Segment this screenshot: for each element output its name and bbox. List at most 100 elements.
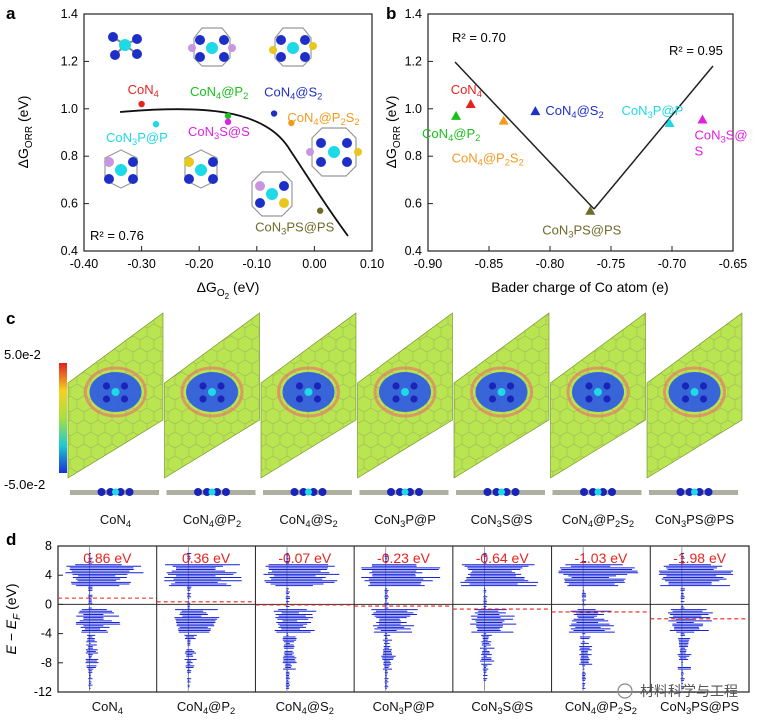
ytick-label: 1.0 [405, 102, 422, 116]
xtick-label: -0.10 [243, 257, 272, 271]
band-shift-value: 0.36 eV [182, 550, 231, 566]
data-point-con4 [465, 99, 476, 109]
point-label-con4-p2: CoN4@P2 [422, 126, 480, 143]
xtick-label: 0.00 [302, 257, 326, 271]
ytick-label: 0.8 [405, 149, 422, 163]
watermark: 材料科学与工程 [617, 683, 738, 700]
panel-c-scale-min: -5.0e-2 [4, 477, 45, 492]
xtick-label: -0.75 [597, 257, 626, 271]
ytick-label: 0.6 [405, 197, 422, 211]
molecule-icon-con4-p2s2 [306, 127, 362, 177]
panel-c-structure-labels: CoN4 CoN4@P2 CoN4@S2 CoN3P@P CoN3S@S CoN4@P2S… [100, 512, 734, 529]
panel-b-plot: -0.90 -0.85 -0.80 -0.75 -0.70 -0.65 0.4 0.6 0.8… [383, 7, 748, 295]
ytick-label: 1.4 [405, 7, 422, 21]
charge-map-con4 [67, 312, 164, 496]
panel-b-fit-right [593, 65, 714, 210]
ytick-label: 0.6 [61, 197, 78, 211]
point-label-con3s-s: CoN3S@ [695, 127, 748, 144]
point-label-con3ps-ps: CoN3PS@PS [255, 220, 334, 237]
panel-b-fit-left [454, 61, 595, 210]
structure-label-con4-p2s2: CoN4@P2S2 [562, 512, 634, 529]
panel-a-points: CoN4 CoN4@P2 CoN4@S2 CoN4@P2S2 CoN3P@P CoN3S@… [106, 82, 360, 237]
charge-map-con3ps-ps [646, 312, 743, 496]
charge-map-con4-p2s2 [550, 312, 646, 496]
panel-b-points: CoN4 CoN4@P2 CoN4@P2S2 CoN4@S2 CoN3PS@PS CoN3… [422, 82, 748, 240]
dos-label-con3p-p: CoN3P@P [373, 699, 435, 716]
data-point-con4-s2 [270, 110, 278, 117]
ytick-label: -12 [34, 685, 52, 699]
panel-c-charge-maps: 5.0e-2 -5.0e-2 CoN4 CoN4@P2 CoN4@S2 CoN3P@P… [4, 312, 743, 529]
ytick-label: 0.4 [405, 244, 422, 258]
charge-map-con3s-s [453, 312, 550, 496]
xtick-label: -0.30 [127, 257, 156, 271]
ytick-label: 0 [45, 597, 52, 611]
dos-label-con4: CoN4 [92, 699, 123, 716]
molecule-icon-con4-s2 [269, 27, 317, 67]
panel-b-ylabel: ΔGORR (eV) [383, 96, 403, 169]
molecule-icon-con3ps-ps [251, 171, 293, 217]
dos-label-con3ps-ps: CoN3PS@PS [660, 699, 739, 716]
point-label-con3p-p: CoN3P@P [106, 130, 168, 147]
molecule-icon-con4 [108, 32, 142, 60]
panel-b-xticks: -0.90 -0.85 -0.80 -0.75 -0.70 -0.65 [414, 246, 748, 271]
ytick-label: -4 [41, 627, 52, 641]
panel-label-c: c [6, 309, 15, 328]
dos-column-con3s-s: -0.64 eV [452, 546, 552, 692]
panel-b-yticks: 0.4 0.6 0.8 1.0 1.2 1.4 [405, 7, 433, 258]
panel-a-r2: R² = 0.76 [90, 228, 144, 243]
point-label-con4: CoN4 [128, 82, 159, 99]
data-point-con4 [138, 100, 145, 108]
ytick-label: 0.4 [61, 244, 78, 258]
watermark-text: 材料科学与工程 [640, 684, 738, 700]
data-point-con3p-p [664, 118, 675, 128]
charge-map-con4-s2 [260, 312, 357, 496]
panel-a-xlabel: ΔGO2 (eV) [197, 279, 260, 301]
panel-b-r2-left: R² = 0.70 [452, 30, 506, 45]
dos-column-con4: 0.86 eV [58, 546, 157, 692]
point-label-con4-s2: CoN4@S2 [545, 103, 603, 120]
ytick-label: 1.2 [61, 54, 78, 68]
dos-column-con3p-p: -0.23 eV [353, 546, 453, 692]
dos-column-con3ps-ps: -1.98 eV [649, 546, 749, 692]
panel-c-colorbar [59, 363, 67, 473]
xtick-label: -0.85 [475, 257, 504, 271]
panel-b-axes-frame [427, 13, 734, 252]
band-shift-value: -0.64 eV [476, 550, 530, 566]
panel-d-dos: 8 4 0 -4 -8 -12 E − EF (eV) 0.86 eV 0.36 eV -0.… [3, 539, 750, 716]
charge-map-con3p-p [357, 312, 453, 496]
data-point-con3ps-ps [585, 205, 596, 215]
panel-d-yticks: 8 4 0 -4 -8 -12 [34, 539, 749, 699]
data-point-con4-s2 [530, 106, 541, 116]
structure-label-con4-s2: CoN4@S2 [279, 512, 337, 529]
watermark-logo-icon [617, 683, 633, 699]
structure-label-con4-p2: CoN4@P2 [183, 512, 241, 529]
band-shift-value: -1.03 eV [574, 550, 628, 566]
molecule-icon-con3s-s [184, 149, 218, 189]
molecule-icon-con4-p2 [188, 27, 236, 67]
panel-a-fit-curve [119, 108, 349, 237]
ytick-label: -8 [41, 656, 52, 670]
point-label-con3s-s-tail: S [695, 143, 704, 158]
point-label-con4-p2s2: CoN4@P2S2 [287, 110, 359, 127]
xtick-label: -0.90 [414, 257, 443, 271]
panel-a-plot: -0.40 -0.30 -0.20 -0.10 0.00 0.10 0.4 0.6 0.8 1.… [15, 7, 384, 301]
xtick-label: -0.65 [719, 257, 748, 271]
point-label-con4: CoN4 [451, 82, 482, 99]
xtick-label: -0.70 [658, 257, 687, 271]
panel-label-d: d [6, 530, 16, 549]
dos-column-con4-p2: 0.36 eV [156, 546, 256, 692]
data-point-con4-p2s2 [498, 115, 509, 125]
panel-a-yticks: 0.4 0.6 0.8 1.0 1.2 1.4 [61, 7, 89, 258]
dos-label-con4-s2: CoN4@S2 [276, 699, 334, 716]
panel-a-xticks: -0.40 -0.30 -0.20 -0.10 0.00 0.10 [70, 246, 384, 271]
panel-b-r2-right: R² = 0.95 [669, 43, 723, 58]
ytick-label: 4 [45, 568, 52, 582]
ytick-label: 8 [45, 539, 52, 553]
band-shift-value: 0.86 eV [83, 550, 132, 566]
ytick-label: 1.0 [61, 102, 78, 116]
panel-label-b: b [386, 4, 396, 23]
point-label-con4-p2s2: CoN4@P2S2 [452, 151, 524, 168]
panel-b-xlabel: Bader charge of Co atom (e) [491, 279, 668, 295]
dos-column-con4-s2: -0.07 eV [254, 546, 355, 692]
